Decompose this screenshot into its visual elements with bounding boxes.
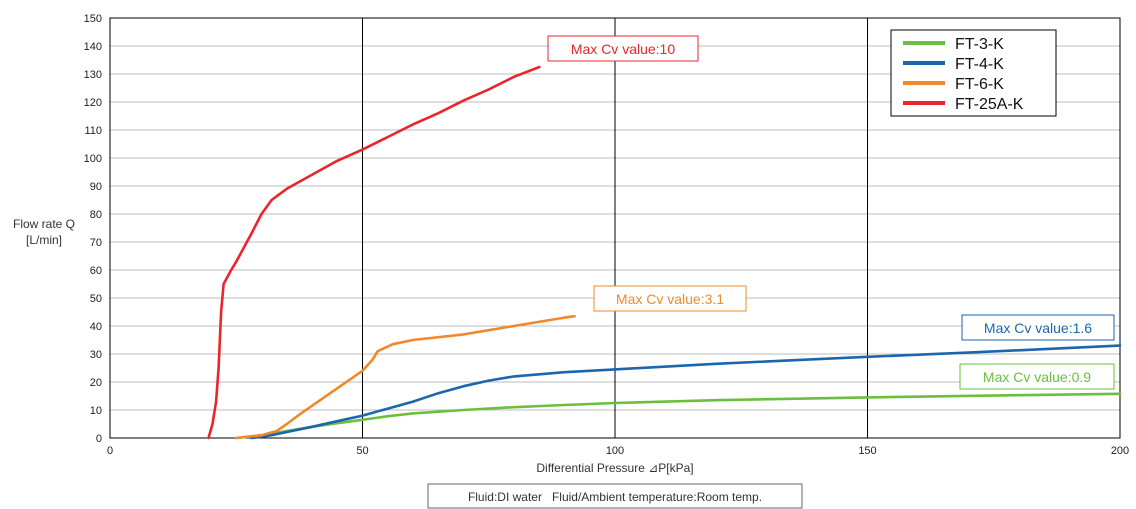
x-tick-label: 0 (107, 445, 113, 457)
legend-label-ft25a: FT-25A-K (955, 96, 1024, 113)
y-tick-labels: 0 10 20 30 40 50 60 70 80 90 100 110 120 130 140 150 (84, 13, 102, 445)
y-tick-label: 100 (84, 153, 102, 165)
y-tick-label: 90 (90, 181, 102, 193)
y-tick-label: 150 (84, 13, 102, 25)
y-tick-label: 40 (90, 321, 102, 333)
legend: FT-3-K FT-4-K FT-6-K FT-25A-K (890, 29, 1057, 117)
y-tick-label: 120 (84, 97, 102, 109)
y-tick-label: 20 (90, 377, 102, 389)
x-tick-labels: 0 50 100 150 200 (107, 445, 1129, 457)
x-tick-label: 50 (356, 445, 368, 457)
annotation-ft3: Max Cv value:0.9 (959, 363, 1115, 390)
y-tick-label: 0 (96, 433, 102, 445)
y-tick-label: 140 (84, 41, 102, 53)
y-axis-title-line1: Flow rate Q (13, 217, 75, 231)
series-line-ft-6-k (235, 314, 576, 440)
annotation-ft6-text: Max Cv value:3.1 (616, 291, 724, 307)
annotation-ft25a-text: Max Cv value:10 (571, 41, 675, 57)
y-tick-label: 110 (84, 125, 102, 137)
y-tick-label: 30 (90, 349, 102, 361)
y-tick-label: 50 (90, 293, 102, 305)
legend-label-ft6: FT-6-K (955, 76, 1004, 93)
x-tick-label: 150 (858, 445, 876, 457)
annotation-ft4-text: Max Cv value:1.6 (984, 320, 1092, 336)
y-tick-label: 70 (90, 237, 102, 249)
annotation-ft3-text: Max Cv value:0.9 (983, 369, 1091, 385)
y-tick-label: 80 (90, 209, 102, 221)
y-tick-label: 10 (90, 405, 102, 417)
y-axis-title-line2: [L/min] (26, 233, 62, 247)
series-line-ft-4-k (250, 344, 1122, 440)
annotation-ft4: Max Cv value:1.6 (961, 314, 1115, 341)
x-tick-label: 100 (606, 445, 624, 457)
y-tick-label: 60 (90, 265, 102, 277)
plot-area (109, 17, 1121, 439)
series-line-ft-3-k (235, 392, 1122, 440)
series-line-ft-25a-k (207, 65, 541, 440)
x-tick-label: 200 (1111, 445, 1129, 457)
fluid-note-text: Fluid:DI water Fluid/Ambient temperature… (468, 490, 762, 504)
y-tick-label: 130 (84, 69, 102, 81)
legend-label-ft3: FT-3-K (955, 36, 1004, 53)
annotation-ft6: Max Cv value:3.1 (593, 285, 747, 312)
legend-label-ft4: FT-4-K (955, 56, 1004, 73)
annotation-ft25a: Max Cv value:10 (547, 35, 699, 62)
series-lines (207, 65, 1122, 440)
fluid-note: Fluid:DI water Fluid/Ambient temperature… (427, 483, 803, 509)
x-axis-title: Differential Pressure ⊿P[kPa] (536, 461, 693, 475)
